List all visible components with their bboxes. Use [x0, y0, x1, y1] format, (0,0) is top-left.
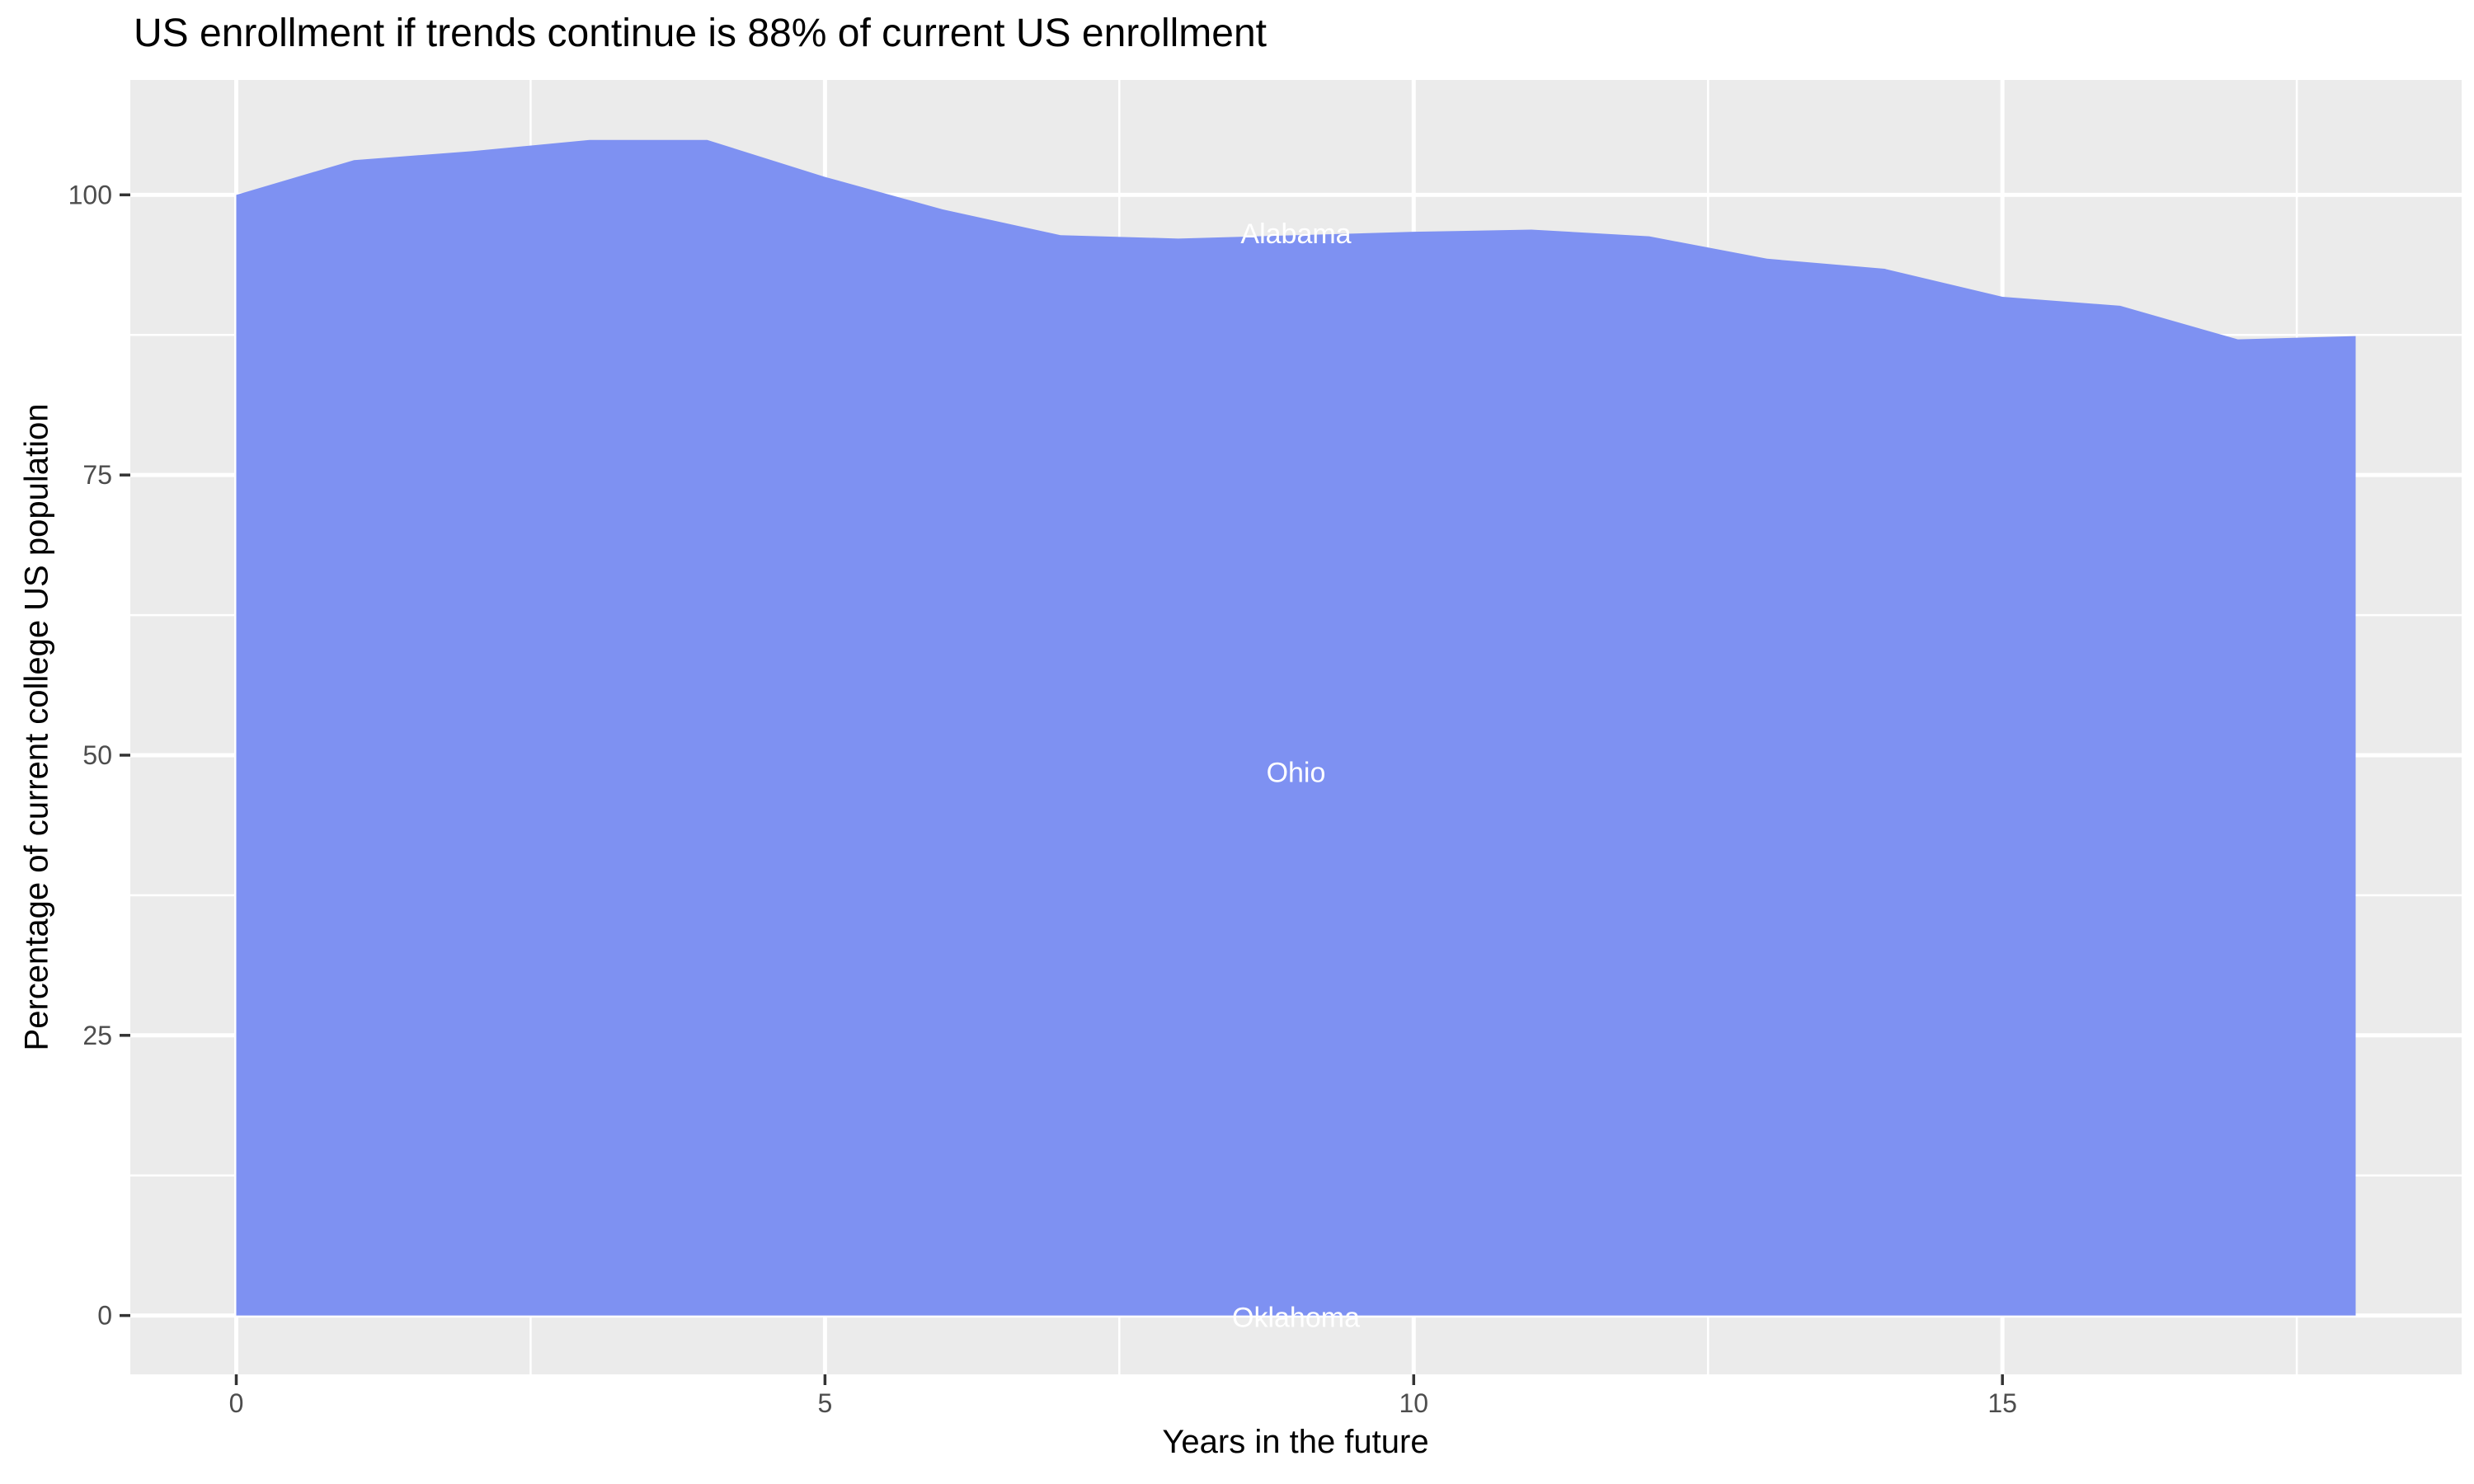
y-tick-label: 100: [68, 180, 112, 209]
y-tick-label: 75: [82, 460, 112, 490]
x-tick-label: 10: [1399, 1388, 1428, 1418]
y-axis-title: Percentage of current college US populat…: [19, 404, 56, 1051]
state-label-alabama: Alabama: [1240, 218, 1351, 250]
enrollment-area: [237, 140, 2356, 1316]
y-tick-label: 0: [97, 1301, 112, 1331]
plot-container: US enrollment if trends continue is 88% …: [0, 0, 2474, 1484]
chart-canvas: Alabama Ohio Oklahoma 0 5 10 15 0 25 50 75 100: [0, 0, 2474, 1484]
state-label-ohio: Ohio: [1267, 758, 1326, 789]
y-tick-label: 50: [82, 740, 112, 770]
state-label-oklahoma: Oklahoma: [1232, 1302, 1360, 1333]
x-tick-label: 15: [1987, 1388, 2017, 1418]
x-tick-label: 5: [817, 1388, 832, 1418]
y-tick-label: 25: [82, 1021, 112, 1050]
x-axis-title: Years in the future: [801, 1424, 1790, 1461]
x-tick-label: 0: [229, 1388, 244, 1418]
enrollment-area-shape: [237, 140, 2356, 1316]
